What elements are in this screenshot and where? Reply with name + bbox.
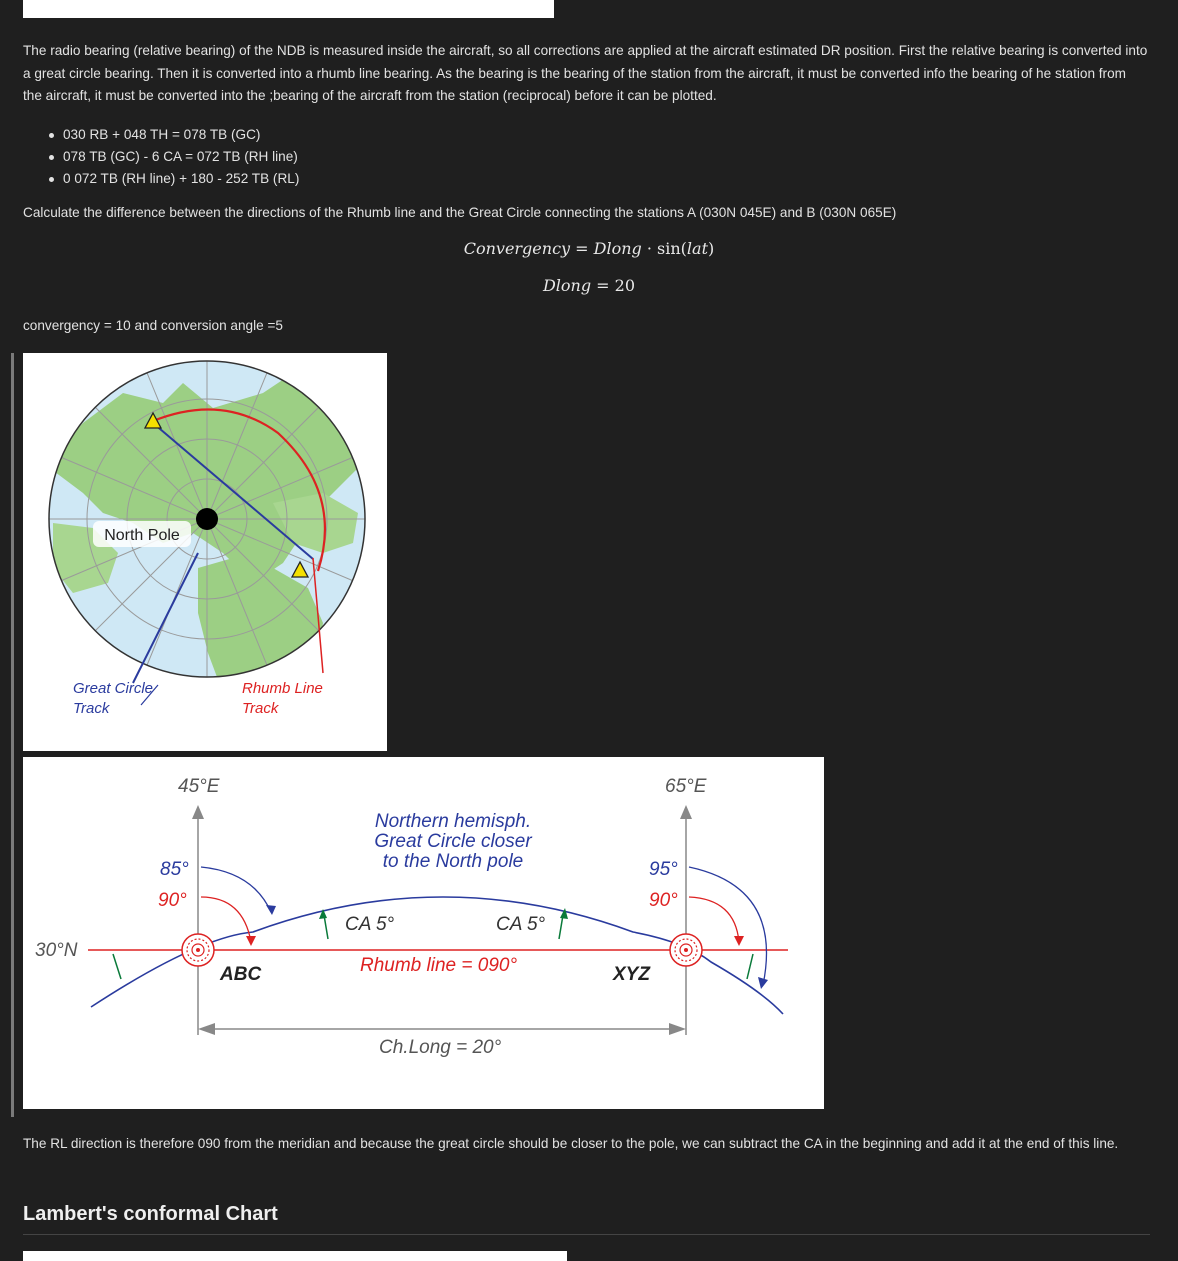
station-b-symbol xyxy=(669,933,703,967)
intro-paragraph: The radio bearing (relative bearing) of … xyxy=(23,43,1148,103)
note-line1: Northern hemisph. xyxy=(375,811,531,832)
left-rl-arc-head xyxy=(246,936,256,946)
formula-sin: · sin( xyxy=(641,239,687,258)
question-paragraph: Calculate the difference between the dir… xyxy=(23,205,897,220)
polar-chart-figure: North Pole Great Circle Track Rhumb Line… xyxy=(23,353,387,751)
steps-list: 030 RB + 048 TH = 078 TB (GC) 078 TB (GC… xyxy=(23,124,299,190)
station-b-label: XYZ xyxy=(612,964,651,985)
ca-left-arrow xyxy=(323,914,329,940)
rhumb-line-label: Rhumb line = 090° xyxy=(360,955,517,976)
great-circle-track-extension xyxy=(132,552,199,684)
note-line2: Great Circle closer xyxy=(374,831,532,852)
ca-right-arrow xyxy=(558,914,564,940)
result-paragraph: convergency = 10 and conversion angle =5 xyxy=(23,318,283,333)
formula-close: ) xyxy=(708,239,715,258)
chlong-arrow-right xyxy=(669,1023,686,1035)
formula-lhs: Convergency xyxy=(463,239,571,258)
right-rl-arc-head xyxy=(734,936,744,946)
chlong-arrow-left xyxy=(198,1023,215,1035)
great-circle-track xyxy=(152,422,314,560)
gc-label-line2: Track xyxy=(73,700,111,717)
convergency-formula: Convergency = Dlong · sin(lat) xyxy=(0,239,1178,258)
north-pole-label: North Pole xyxy=(104,527,180,544)
rhumb-line-arc xyxy=(152,408,326,572)
top-figure-image xyxy=(23,0,554,18)
left-rl-angle: 90° xyxy=(158,890,187,911)
mercator-chart-svg: 45°E 65°E 30°N Northern hemisph. Great C… xyxy=(35,776,788,1058)
lon-left-label: 45°E xyxy=(178,776,220,797)
left-gc-arc xyxy=(200,866,272,913)
formula-lat: lat xyxy=(686,239,709,258)
chlong-label: Ch.Long = 20° xyxy=(379,1037,502,1058)
station-b-marker xyxy=(290,560,310,578)
note-line3: to the North pole xyxy=(383,851,523,872)
ca-left-outer-arrow xyxy=(112,953,122,980)
ca-left-label: CA 5° xyxy=(345,914,395,935)
right-gc-arc-head xyxy=(758,977,768,989)
left-gc-angle: 85° xyxy=(160,859,189,880)
lat-label: 30°N xyxy=(35,940,78,961)
list-item: 030 RB + 048 TH = 078 TB (GC) xyxy=(48,124,299,146)
ca-right-arrow-head xyxy=(560,908,568,919)
rl-label-line2: Track xyxy=(242,700,280,717)
right-rl-arc xyxy=(688,896,740,943)
lon-right-label: 65°E xyxy=(665,776,707,797)
heading-divider xyxy=(23,1234,1150,1235)
ca-left-arrow-head xyxy=(319,909,327,919)
rhumb-line-pointer xyxy=(312,557,324,674)
bottom-figure-image xyxy=(23,1251,567,1261)
list-item: 078 TB (GC) - 6 CA = 072 TB (RH line) xyxy=(48,146,299,168)
section-heading: Lambert's conformal Chart xyxy=(23,1203,278,1225)
ca-right-label: CA 5° xyxy=(496,914,546,935)
left-rl-arc xyxy=(200,896,252,943)
north-pole-dot xyxy=(196,508,218,530)
conclusion-paragraph: The RL direction is therefore 090 from t… xyxy=(23,1136,1119,1151)
station-a-symbol xyxy=(181,933,215,967)
dlong-formula: Dlong = 20 xyxy=(0,276,1178,295)
left-gc-arc-head xyxy=(266,905,276,915)
polar-rim xyxy=(48,360,366,678)
right-gc-angle: 95° xyxy=(649,859,678,880)
polar-chart-svg: North Pole Great Circle Track Rhumb Line… xyxy=(48,360,366,717)
ca-right-outer-arrow xyxy=(746,953,754,980)
formula-dlong-lhs: Dlong xyxy=(542,276,592,295)
formula-dlong-value: = 20 xyxy=(591,276,636,295)
mercator-chart-figure: 45°E 65°E 30°N Northern hemisph. Great C… xyxy=(23,757,824,1109)
meridian-right-arrow xyxy=(680,805,692,819)
station-a-marker xyxy=(143,411,163,429)
gc-label-line1: Great Circle xyxy=(73,680,153,697)
rl-label-line1: Rhumb Line xyxy=(242,680,323,697)
meridian-left-arrow xyxy=(192,805,204,819)
blockquote-bar xyxy=(11,353,14,1117)
gc-label-pointer xyxy=(140,684,159,706)
formula-eq: = xyxy=(570,239,594,258)
station-a-label: ABC xyxy=(219,964,261,985)
right-gc-arc xyxy=(688,866,768,986)
right-rl-angle: 90° xyxy=(649,890,678,911)
north-pole-label-bg xyxy=(93,521,191,547)
formula-dlong: Dlong xyxy=(593,239,642,258)
list-item: 0 072 TB (RH line) + 180 - 252 TB (RL) xyxy=(48,168,299,190)
